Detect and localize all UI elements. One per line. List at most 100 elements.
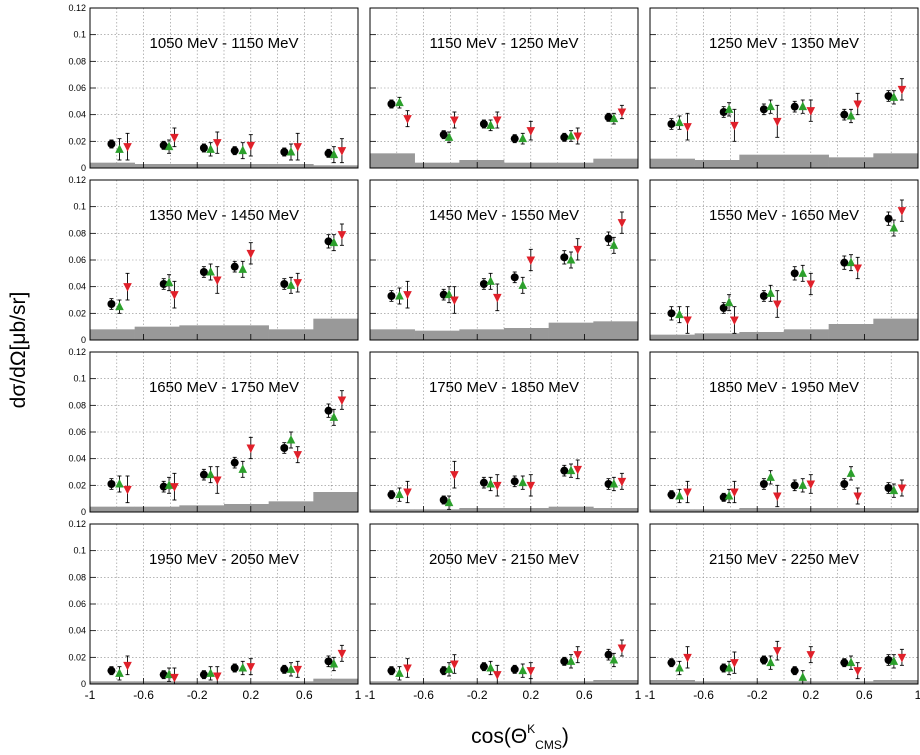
data-point-green bbox=[486, 120, 495, 129]
data-point-black bbox=[230, 262, 239, 271]
data-point-red bbox=[617, 108, 627, 117]
systematic-band-bar bbox=[459, 160, 505, 168]
data-point-green bbox=[889, 223, 899, 232]
data-point-black bbox=[667, 309, 676, 318]
systematic-band-bar bbox=[548, 506, 594, 512]
data-point-black bbox=[479, 280, 488, 288]
systematic-band-bar bbox=[90, 329, 135, 340]
x-tick-label: -0.2 bbox=[747, 688, 768, 702]
systematic-band-bar bbox=[313, 318, 359, 340]
data-point-red bbox=[806, 107, 816, 116]
data-point-red bbox=[493, 116, 502, 125]
systematic-band-bar bbox=[739, 332, 785, 340]
data-point-red bbox=[450, 116, 459, 125]
data-point-green bbox=[486, 276, 495, 285]
data-point-black bbox=[230, 146, 239, 155]
data-point-black bbox=[840, 658, 849, 667]
data-point-red bbox=[773, 300, 782, 309]
data-point-black bbox=[387, 100, 396, 108]
data-point-green bbox=[286, 280, 296, 289]
data-point-green bbox=[164, 141, 174, 151]
x-tick-label: -0.6 bbox=[693, 688, 714, 702]
panel: -1 -0.6 -0.2 0.2 0.6 1 2050 MeV - 2150 MeV bbox=[365, 523, 642, 702]
data-point-black bbox=[107, 666, 116, 675]
data-point-red bbox=[526, 481, 536, 491]
data-point-red bbox=[573, 245, 582, 255]
data-point-black bbox=[840, 258, 849, 267]
data-point-black bbox=[560, 253, 569, 262]
systematic-band-bar bbox=[224, 325, 269, 340]
data-point-black bbox=[884, 92, 893, 100]
data-point-black bbox=[280, 148, 289, 156]
data-point-black bbox=[230, 458, 239, 467]
data-point-black bbox=[667, 658, 676, 667]
data-point-red bbox=[123, 485, 132, 495]
data-point-green bbox=[395, 489, 404, 499]
y-tick-label: 0.12 bbox=[68, 347, 86, 357]
data-point-red bbox=[526, 127, 536, 136]
data-point-red bbox=[897, 653, 907, 663]
data-point-black bbox=[479, 478, 488, 487]
data-point-green bbox=[286, 664, 296, 673]
data-point-green bbox=[766, 657, 775, 667]
systematic-band-bar bbox=[459, 681, 505, 684]
systematic-band-bar bbox=[739, 508, 785, 512]
data-point-red bbox=[730, 121, 739, 131]
systematic-band-bar bbox=[370, 329, 415, 340]
data-point-red bbox=[617, 644, 627, 653]
data-point-green bbox=[238, 464, 248, 473]
data-point-red bbox=[403, 664, 412, 673]
data-point-red bbox=[573, 132, 582, 141]
data-point-green bbox=[206, 144, 215, 153]
data-point-red bbox=[293, 665, 302, 675]
data-point-green bbox=[518, 133, 528, 143]
y-tick-label: 0.12 bbox=[68, 519, 86, 529]
x-tick-label: 0.2 bbox=[522, 688, 539, 702]
data-point-black bbox=[884, 656, 893, 664]
data-point-black bbox=[280, 665, 289, 674]
data-point-black bbox=[387, 292, 396, 300]
data-point-green bbox=[724, 491, 734, 500]
x-tick-label: 0.6 bbox=[296, 688, 313, 702]
x-tick-label: 0.6 bbox=[856, 688, 873, 702]
data-point-green bbox=[724, 663, 734, 672]
data-point-red bbox=[213, 276, 222, 285]
data-point-red bbox=[293, 143, 302, 152]
y-tick-label: 0 bbox=[81, 163, 86, 173]
data-point-red bbox=[683, 316, 692, 325]
systematic-band-bar bbox=[504, 681, 549, 684]
data-point-black bbox=[510, 273, 519, 282]
y-tick-label: 0.04 bbox=[68, 110, 86, 120]
panel: 0 0.02 0.04 0.06 0.08 0.1 0.12 -1 -0.6 -0.2 0.2 0.6… bbox=[68, 519, 361, 702]
data-point-black bbox=[479, 662, 488, 671]
y-tick-label: 0.04 bbox=[68, 282, 86, 292]
panel: 1150 MeV - 1250 MeV bbox=[369, 7, 639, 169]
data-point-black bbox=[479, 120, 488, 128]
systematic-band-bar bbox=[504, 508, 549, 512]
systematic-band-bar bbox=[548, 322, 594, 340]
y-tick-label: 0.1 bbox=[73, 202, 86, 212]
systematic-band-bar bbox=[873, 680, 919, 684]
data-point-red bbox=[337, 396, 347, 405]
systematic-band-bar bbox=[784, 329, 829, 340]
x-tick-label: 0.2 bbox=[802, 688, 819, 702]
systematic-band-bar bbox=[370, 681, 415, 684]
data-point-red bbox=[403, 291, 412, 300]
systematic-band-bar bbox=[224, 164, 269, 168]
systematic-band-bar bbox=[370, 509, 415, 512]
systematic-band-bar bbox=[828, 508, 874, 512]
systematic-band-bar bbox=[593, 680, 639, 684]
data-point-red bbox=[853, 264, 862, 273]
systematic-band-bar bbox=[873, 318, 919, 340]
data-point-green bbox=[115, 479, 124, 488]
data-point-black bbox=[667, 120, 676, 128]
data-point-black bbox=[790, 666, 799, 675]
data-point-red bbox=[450, 471, 459, 480]
panel: 1550 MeV - 1650 MeV bbox=[649, 179, 919, 341]
data-point-green bbox=[798, 101, 808, 111]
systematic-band-bar bbox=[593, 321, 639, 340]
data-point-green bbox=[566, 131, 576, 140]
data-point-green bbox=[206, 469, 215, 479]
data-point-black bbox=[280, 444, 289, 452]
data-point-green bbox=[609, 240, 619, 249]
